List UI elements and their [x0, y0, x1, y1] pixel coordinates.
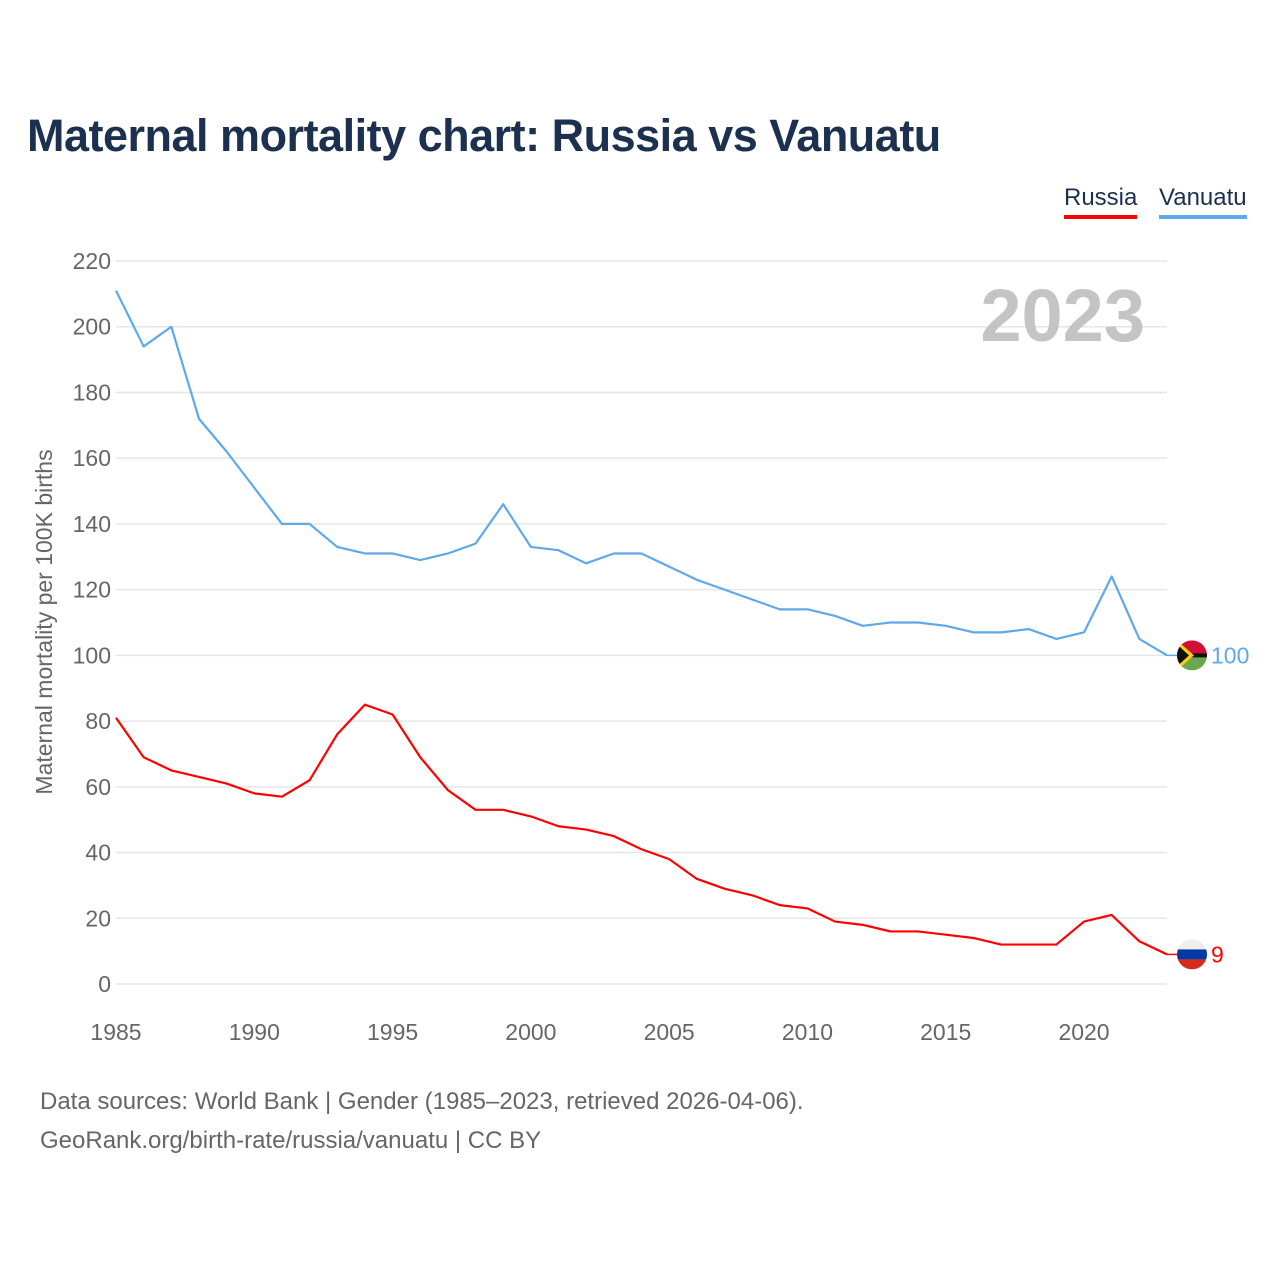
- end-value-label-russia: 9: [1211, 941, 1224, 967]
- x-tick-label: 1995: [367, 1019, 418, 1045]
- legend-russia[interactable]: Russia: [1064, 184, 1138, 219]
- x-tick-label: 2015: [920, 1019, 971, 1045]
- flag-vanuatu-icon: [1177, 640, 1207, 671]
- series-line-vanuatu: [115, 290, 1168, 657]
- chart-title: Maternal mortality chart: Russia vs Vanu…: [27, 110, 941, 161]
- series-line-russia: [115, 703, 1168, 956]
- y-tick-label: 60: [85, 774, 111, 800]
- end-value-label-vanuatu: 100: [1211, 642, 1249, 668]
- y-tick-label: 80: [85, 708, 111, 734]
- y-tick-label: 180: [73, 379, 111, 405]
- flag-russia-icon: [1177, 939, 1207, 970]
- y-tick-label: 100: [73, 642, 111, 668]
- y-tick-label: 200: [73, 314, 111, 340]
- y-tick-label: 40: [85, 840, 111, 866]
- line-chart: 0 20 40 60 80 100 120 140 160 180 200 220 1985 1990 19…: [31, 248, 1249, 1045]
- x-tick-label: 2020: [1058, 1019, 1109, 1045]
- y-tick-label: 140: [73, 511, 111, 537]
- y-tick-label: 220: [73, 248, 111, 274]
- x-tick-label: 2010: [782, 1019, 833, 1045]
- y-tick-label: 20: [85, 905, 111, 931]
- y-axis-label: Maternal mortality per 100K births: [31, 449, 57, 794]
- data-sources: Data sources: World Bank | Gender (1985–…: [40, 1088, 804, 1115]
- year-watermark: 2023: [980, 274, 1145, 357]
- legend-vanuatu[interactable]: Vanuatu: [1159, 184, 1247, 219]
- x-tick-label: 2000: [505, 1019, 556, 1045]
- x-tick-label: 1990: [229, 1019, 280, 1045]
- y-tick-label: 160: [73, 445, 111, 471]
- x-tick-label: 2005: [644, 1019, 695, 1045]
- x-tick-label: 1985: [90, 1019, 141, 1045]
- y-tick-label: 0: [98, 971, 111, 997]
- credit-link[interactable]: GeoRank.org/birth-rate/russia/vanuatu | …: [40, 1127, 542, 1154]
- y-tick-label: 120: [73, 577, 111, 603]
